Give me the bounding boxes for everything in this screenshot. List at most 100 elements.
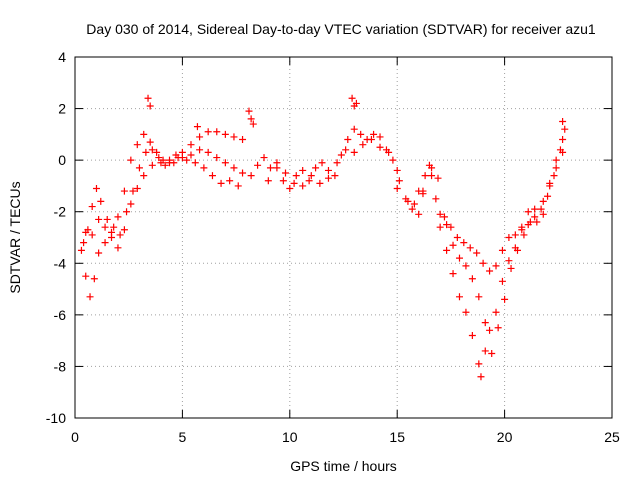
y-tick-label: -4: [54, 255, 67, 271]
data-point: [114, 244, 122, 252]
data-point: [492, 262, 500, 270]
data-point: [357, 130, 365, 138]
data-point: [114, 213, 122, 221]
y-tick-label: -6: [54, 307, 67, 323]
data-point: [481, 347, 489, 355]
data-point: [103, 215, 111, 223]
data-point: [455, 254, 463, 262]
data-point: [449, 241, 457, 249]
data-point: [108, 234, 116, 241]
data-point: [425, 161, 433, 169]
data-point: [385, 148, 393, 156]
data-point: [208, 172, 216, 180]
data-point: [95, 215, 103, 223]
data-point: [80, 239, 88, 247]
x-axis-label: GPS time / hours: [290, 458, 397, 474]
data-point: [226, 177, 234, 185]
data-point: [533, 218, 541, 226]
data-point: [196, 133, 204, 141]
x-tick-label: 25: [604, 429, 620, 445]
data-point: [196, 146, 204, 154]
data-point: [148, 146, 156, 154]
data-point: [292, 172, 300, 180]
data-point: [462, 308, 470, 316]
data-point: [342, 146, 350, 154]
data-point: [434, 174, 442, 182]
data-point: [537, 205, 545, 213]
data-point: [299, 182, 307, 190]
data-point: [101, 239, 109, 247]
data-point: [428, 172, 436, 180]
series-track-C: [82, 154, 242, 252]
data-point: [221, 159, 229, 167]
data-point: [348, 94, 356, 102]
y-tick-label: -2: [54, 204, 67, 220]
data-point: [419, 190, 427, 198]
data-point: [324, 166, 332, 174]
data-point: [90, 275, 98, 283]
data-point: [166, 156, 174, 164]
data-point: [505, 257, 513, 265]
data-point: [204, 128, 212, 136]
data-point: [518, 226, 526, 234]
data-point: [352, 99, 360, 107]
tick-labels: 0 5 10 15 20 25 -10 -8 -6 -4 -2 0 2 4: [46, 49, 620, 445]
data-point: [133, 185, 141, 193]
data-point: [410, 200, 418, 208]
axis-ticks: [74, 56, 613, 419]
data-point: [123, 208, 131, 216]
data-point: [120, 226, 128, 234]
data-point: [239, 169, 247, 177]
x-tick-label: 5: [179, 429, 187, 445]
data-point: [524, 208, 532, 216]
series-track-G: [410, 148, 567, 358]
data-point: [148, 161, 156, 169]
series-track-H: [440, 146, 564, 275]
data-point: [97, 197, 105, 205]
y-axis-label: SDTVAR / TECUs: [7, 181, 23, 293]
data-point: [127, 156, 135, 164]
data-point: [146, 138, 154, 146]
data-point: [511, 231, 519, 239]
data-point: [183, 156, 191, 164]
data-point: [161, 161, 169, 169]
data-point: [331, 172, 339, 180]
data-point: [247, 115, 255, 123]
data-point: [443, 246, 451, 254]
data-point: [92, 185, 100, 193]
data-point: [494, 324, 502, 332]
data-point: [157, 159, 165, 167]
data-point: [389, 156, 397, 164]
data-point: [155, 154, 163, 162]
data-point: [552, 156, 560, 164]
data-point: [260, 154, 268, 162]
data-point: [513, 246, 521, 254]
data-point: [144, 94, 152, 102]
data-point: [486, 267, 494, 275]
data-point: [312, 164, 320, 172]
data-point: [249, 120, 257, 128]
data-point: [436, 210, 444, 218]
data-point: [498, 277, 506, 285]
data-point: [539, 197, 547, 205]
plot-frame: [74, 56, 613, 419]
data-point: [408, 205, 416, 213]
series-track-E: [264, 136, 401, 190]
data-point: [520, 231, 528, 239]
data-point: [316, 179, 324, 187]
data-point: [146, 102, 154, 110]
data-point: [462, 262, 470, 270]
data-point: [204, 148, 212, 156]
data-point: [230, 164, 238, 172]
data-point: [544, 192, 552, 200]
data-point: [477, 373, 485, 381]
data-point: [110, 223, 118, 231]
data-point: [432, 195, 440, 203]
data-point: [539, 210, 547, 218]
data-point: [200, 164, 208, 172]
data-point: [404, 197, 412, 205]
data-point: [174, 154, 182, 162]
data-point: [273, 164, 281, 172]
data-point: [77, 246, 85, 254]
data-point: [466, 244, 474, 252]
